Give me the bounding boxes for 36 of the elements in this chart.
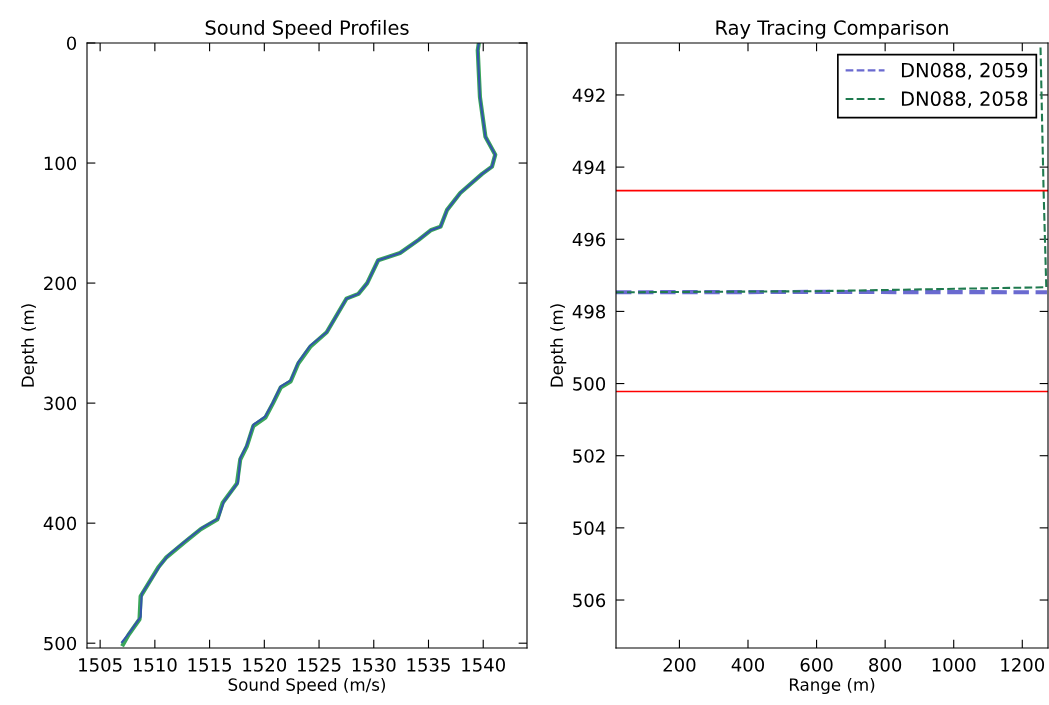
x-tick-label: 1000 [932, 658, 976, 672]
y-tick-label: 200 [44, 276, 77, 291]
x-tick-label: 1515 [188, 658, 231, 672]
x-tick-label: 200 [663, 658, 696, 672]
y-tick-label: 492 [572, 88, 605, 103]
x-tick-label: 1505 [79, 658, 122, 672]
x-tick-label: 1520 [243, 658, 287, 672]
y-tick-label: 506 [573, 593, 606, 608]
y-tick-label: 300 [44, 396, 77, 411]
x-tick-label: 1200 [1001, 658, 1045, 672]
x-tick-label: 600 [800, 658, 833, 672]
x-tick-label: 1525 [298, 658, 341, 672]
y-tick-label: 496 [572, 232, 606, 247]
x-tick-label: 1535 [407, 658, 450, 672]
y-tick-label: 498 [572, 304, 606, 319]
x-tick-label: 1530 [352, 658, 396, 672]
y-tick-label: 502 [573, 449, 605, 463]
x-axis-title: Sound Speed (m/s) [228, 677, 385, 695]
x-tick-label: 400 [731, 658, 765, 672]
y-tick-label: 494 [572, 160, 606, 175]
y-tick-label: 400 [43, 516, 77, 531]
y-tick-label: 500 [573, 377, 606, 391]
chart-title: Sound Speed Profiles [205, 19, 409, 39]
x-tick-label: 1510 [133, 658, 177, 672]
y-tick-label: 0 [66, 36, 77, 51]
y-axis-title: Depth (m) [550, 304, 567, 387]
y-tick-label: 500 [44, 636, 77, 651]
chart-title: Ray Tracing Comparison [716, 19, 948, 39]
y-tick-label: 100 [44, 156, 77, 171]
legend-label: DN088, 2058 [901, 91, 1028, 109]
y-tick-label: 504 [573, 521, 606, 535]
x-tick-label: 1540 [462, 658, 505, 672]
x-tick-label: 800 [869, 658, 902, 672]
legend-label: DN088, 2059 [901, 62, 1028, 80]
y-axis-title: Depth (m) [21, 304, 38, 387]
x-axis-title: Range (m) [789, 677, 875, 695]
